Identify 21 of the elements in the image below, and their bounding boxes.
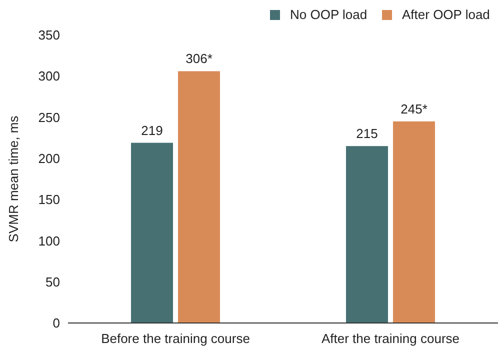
bar	[346, 146, 388, 323]
x-tick-label: Before the training course	[101, 331, 250, 346]
y-tick-label: 150	[38, 192, 60, 208]
y-tick-label: 350	[38, 28, 60, 43]
data-label: 215	[356, 126, 378, 142]
y-tick-label: 250	[38, 110, 60, 125]
legend-label: No OOP load	[290, 7, 368, 22]
y-tick-label: 100	[38, 233, 60, 248]
data-label: 306*	[186, 51, 212, 66]
data-label: 245*	[400, 101, 428, 116]
y-axis-title: SVMR mean time, ms	[6, 115, 21, 242]
legend-label: After OOP load	[402, 7, 490, 22]
x-tick-label: After the training course	[321, 331, 460, 346]
y-tick-label: 50	[46, 274, 60, 290]
bar	[131, 142, 173, 323]
y-tick-label: 0	[52, 316, 60, 331]
bar	[178, 71, 220, 323]
y-tick-label: 200	[38, 150, 60, 166]
bar	[393, 121, 435, 323]
data-label: 219	[141, 122, 163, 138]
y-tick-label: 300	[38, 68, 60, 84]
